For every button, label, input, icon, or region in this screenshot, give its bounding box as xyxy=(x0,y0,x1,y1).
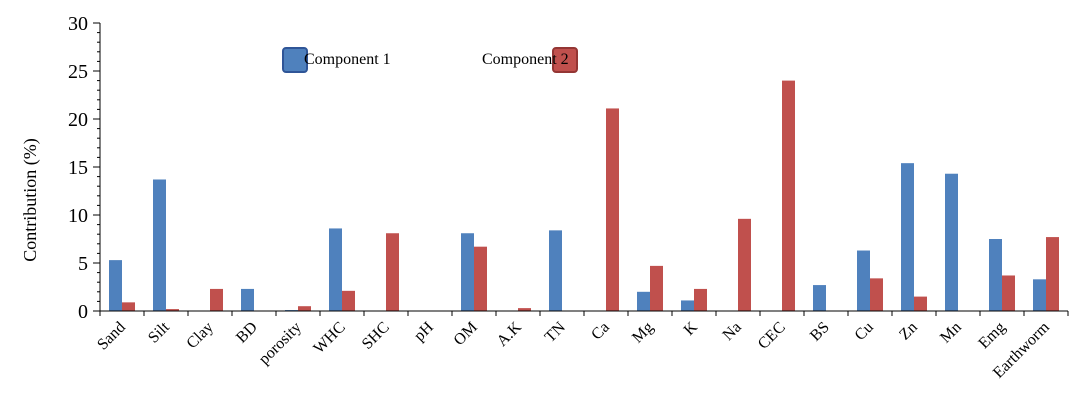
bar-1-bd xyxy=(241,288,254,311)
x-tick-label: Sand xyxy=(94,319,129,354)
x-tick-label: BS xyxy=(807,319,833,345)
bar-2-mg xyxy=(650,265,663,311)
x-tick-label: Na xyxy=(720,319,745,344)
bar-1-cu xyxy=(857,250,870,311)
bar-2-cu xyxy=(870,278,883,311)
y-tick-label: 15 xyxy=(68,157,88,179)
bar-2-earthworm xyxy=(1046,237,1059,311)
y-axis-title: Contribution (%) xyxy=(20,138,41,262)
bar-1-mn xyxy=(945,173,958,311)
x-tick-label: Cu xyxy=(852,319,877,344)
legend-label-2: Component 2 xyxy=(482,51,569,68)
bar-1-whc xyxy=(329,228,342,311)
x-tick-label: TN xyxy=(542,318,569,345)
legend: Component 1 Component 2 xyxy=(282,47,578,73)
bar-2-na xyxy=(738,218,751,311)
legend-label-1: Component 1 xyxy=(304,51,391,68)
x-tick-label: Silt xyxy=(145,318,173,346)
bar-1-silt xyxy=(153,179,166,311)
bar-2-om xyxy=(474,246,487,311)
x-tick-label: CEC xyxy=(755,319,789,353)
y-tick-label: 10 xyxy=(68,205,88,227)
bar-2-emg xyxy=(1002,275,1015,311)
y-tick-label: 5 xyxy=(78,253,88,275)
bar-2-sand xyxy=(122,302,135,311)
x-tick-label: Mg xyxy=(629,319,657,347)
bar-1-zn xyxy=(901,163,914,311)
x-tick-label: K xyxy=(681,318,702,339)
bar-1-bs xyxy=(813,285,826,311)
x-tick-label: porosity xyxy=(256,319,305,368)
bar-1-earthworm xyxy=(1033,279,1046,311)
y-tick-label: 30 xyxy=(68,13,88,35)
bar-1-om xyxy=(461,233,474,311)
bar-2-ca xyxy=(606,108,619,311)
legend-swatch-1 xyxy=(282,47,308,73)
y-tick-label: 0 xyxy=(78,301,88,323)
x-tick-label: SHC xyxy=(359,319,393,353)
bar-2-a-k xyxy=(518,308,531,311)
bars-group xyxy=(109,80,1059,311)
bar-2-shc xyxy=(386,233,399,311)
y-tick-label: 20 xyxy=(68,109,88,131)
x-tick-label: Mn xyxy=(937,319,965,347)
x-tick-label: Emg xyxy=(975,319,1008,352)
y-tick-label: 25 xyxy=(68,61,88,83)
bar-1-emg xyxy=(989,239,1002,311)
x-tick-label: Ca xyxy=(588,319,613,344)
bar-2-porosity xyxy=(298,306,311,311)
bar-1-tn xyxy=(549,230,562,311)
bar-1-k xyxy=(681,300,694,311)
bar-1-mg xyxy=(637,291,650,311)
bar-2-zn xyxy=(914,296,927,311)
legend-swatch-2 xyxy=(552,47,578,73)
x-tick-label: Clay xyxy=(183,319,216,352)
bar-2-cec xyxy=(782,80,795,311)
bar-2-whc xyxy=(342,290,355,311)
bar-2-k xyxy=(694,288,707,311)
x-tick-label: Zn xyxy=(896,319,921,344)
x-tick-label: BD xyxy=(233,319,261,347)
bar-1-sand xyxy=(109,260,122,311)
bar-2-silt xyxy=(166,309,179,311)
bar-2-clay xyxy=(210,288,223,311)
x-tick-label: A.K xyxy=(494,318,526,350)
x-tick-label: pH xyxy=(411,318,437,344)
x-tick-label: OM xyxy=(451,319,481,349)
x-tick-label: WHC xyxy=(310,319,348,357)
